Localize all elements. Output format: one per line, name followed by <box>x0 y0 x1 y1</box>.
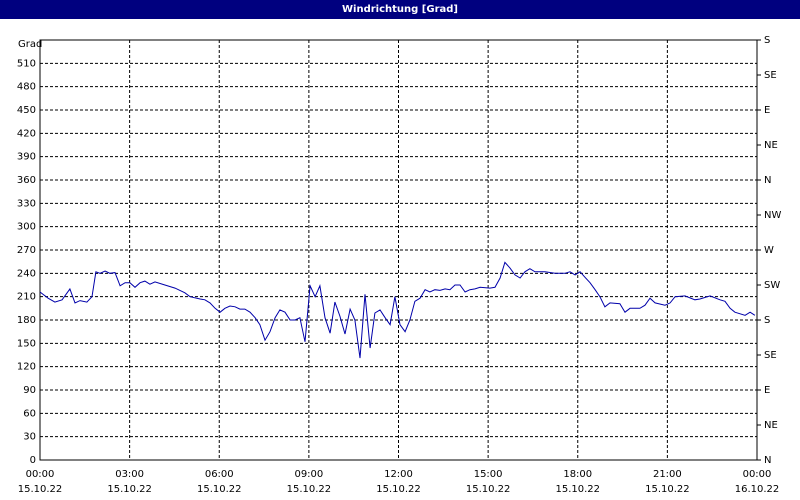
y-tick-label: 0 <box>30 455 36 466</box>
x-tick-date: 15.10.22 <box>18 484 63 495</box>
x-tick-label: 00:00 <box>26 469 55 480</box>
x-tick-label: 15:00 <box>474 469 503 480</box>
y2-tick-label: S <box>764 35 770 46</box>
x-tick-date: 15.10.22 <box>107 484 152 495</box>
y-tick-label: 390 <box>17 152 36 163</box>
x-tick-label: 00:00 <box>743 469 772 480</box>
data-line <box>39 261 756 359</box>
x-tick-label: 12:00 <box>384 469 413 480</box>
y-tick-label: 240 <box>17 268 36 279</box>
y-tick-label: 210 <box>17 292 36 303</box>
plot-frame <box>39 39 758 461</box>
y2-tick-label: SW <box>764 280 780 291</box>
x-tick-date: 15.10.22 <box>287 484 332 495</box>
y-tick-label: 30 <box>23 432 36 443</box>
x-tick-date: 15.10.22 <box>645 484 690 495</box>
y2-tick-label: E <box>764 105 770 116</box>
y2-tick-label: N <box>764 175 771 186</box>
y-tick-label: 330 <box>17 198 36 209</box>
y-tick-label: 180 <box>17 315 36 326</box>
y-tick-label: 300 <box>17 222 36 233</box>
x-tick-date: 15.10.22 <box>466 484 511 495</box>
x-tick-date: 15.10.22 <box>555 484 600 495</box>
y-axis-label: Grad <box>18 39 42 50</box>
y-tick-label: 60 <box>23 408 36 419</box>
y2-tick-label: NW <box>764 210 781 221</box>
y2-tick-label: W <box>764 245 774 256</box>
chart: Grad 0 30 60 90 120 150 180 210 240 270 300 330 360 3… <box>0 19 800 500</box>
x-tick-label: 06:00 <box>205 469 234 480</box>
x-tick-label: 09:00 <box>294 469 323 480</box>
y2-tick-label: NE <box>764 420 778 431</box>
x-tick-date: 15.10.22 <box>197 484 242 495</box>
y-tick-label: 420 <box>17 128 36 139</box>
y-tick-label: 270 <box>17 245 36 256</box>
y-tick-label: 90 <box>23 385 36 396</box>
x-tick-label: 03:00 <box>115 469 144 480</box>
y-tick-label: 120 <box>17 362 36 373</box>
y-tick-label: 450 <box>17 105 36 116</box>
x-tick-label: 18:00 <box>563 469 592 480</box>
y-tick-label: 150 <box>17 338 36 349</box>
y2-tick-label: NE <box>764 140 778 151</box>
y-tick-label: 510 <box>17 58 36 69</box>
x-tick-date: 15.10.22 <box>376 484 421 495</box>
window-title: Windrichtung [Grad] <box>0 0 800 19</box>
background <box>0 19 800 500</box>
x-tick-label: 21:00 <box>653 469 682 480</box>
y-tick-label: 480 <box>17 82 36 93</box>
y2-tick-label: E <box>764 385 770 396</box>
y2-tick-label: SE <box>764 70 777 81</box>
x-tick-date: 16.10.22 <box>735 484 780 495</box>
y2-tick-label: S <box>764 315 770 326</box>
y2-tick-label: SE <box>764 350 777 361</box>
y-tick-label: 360 <box>17 175 36 186</box>
y2-tick-label: N <box>764 455 771 466</box>
